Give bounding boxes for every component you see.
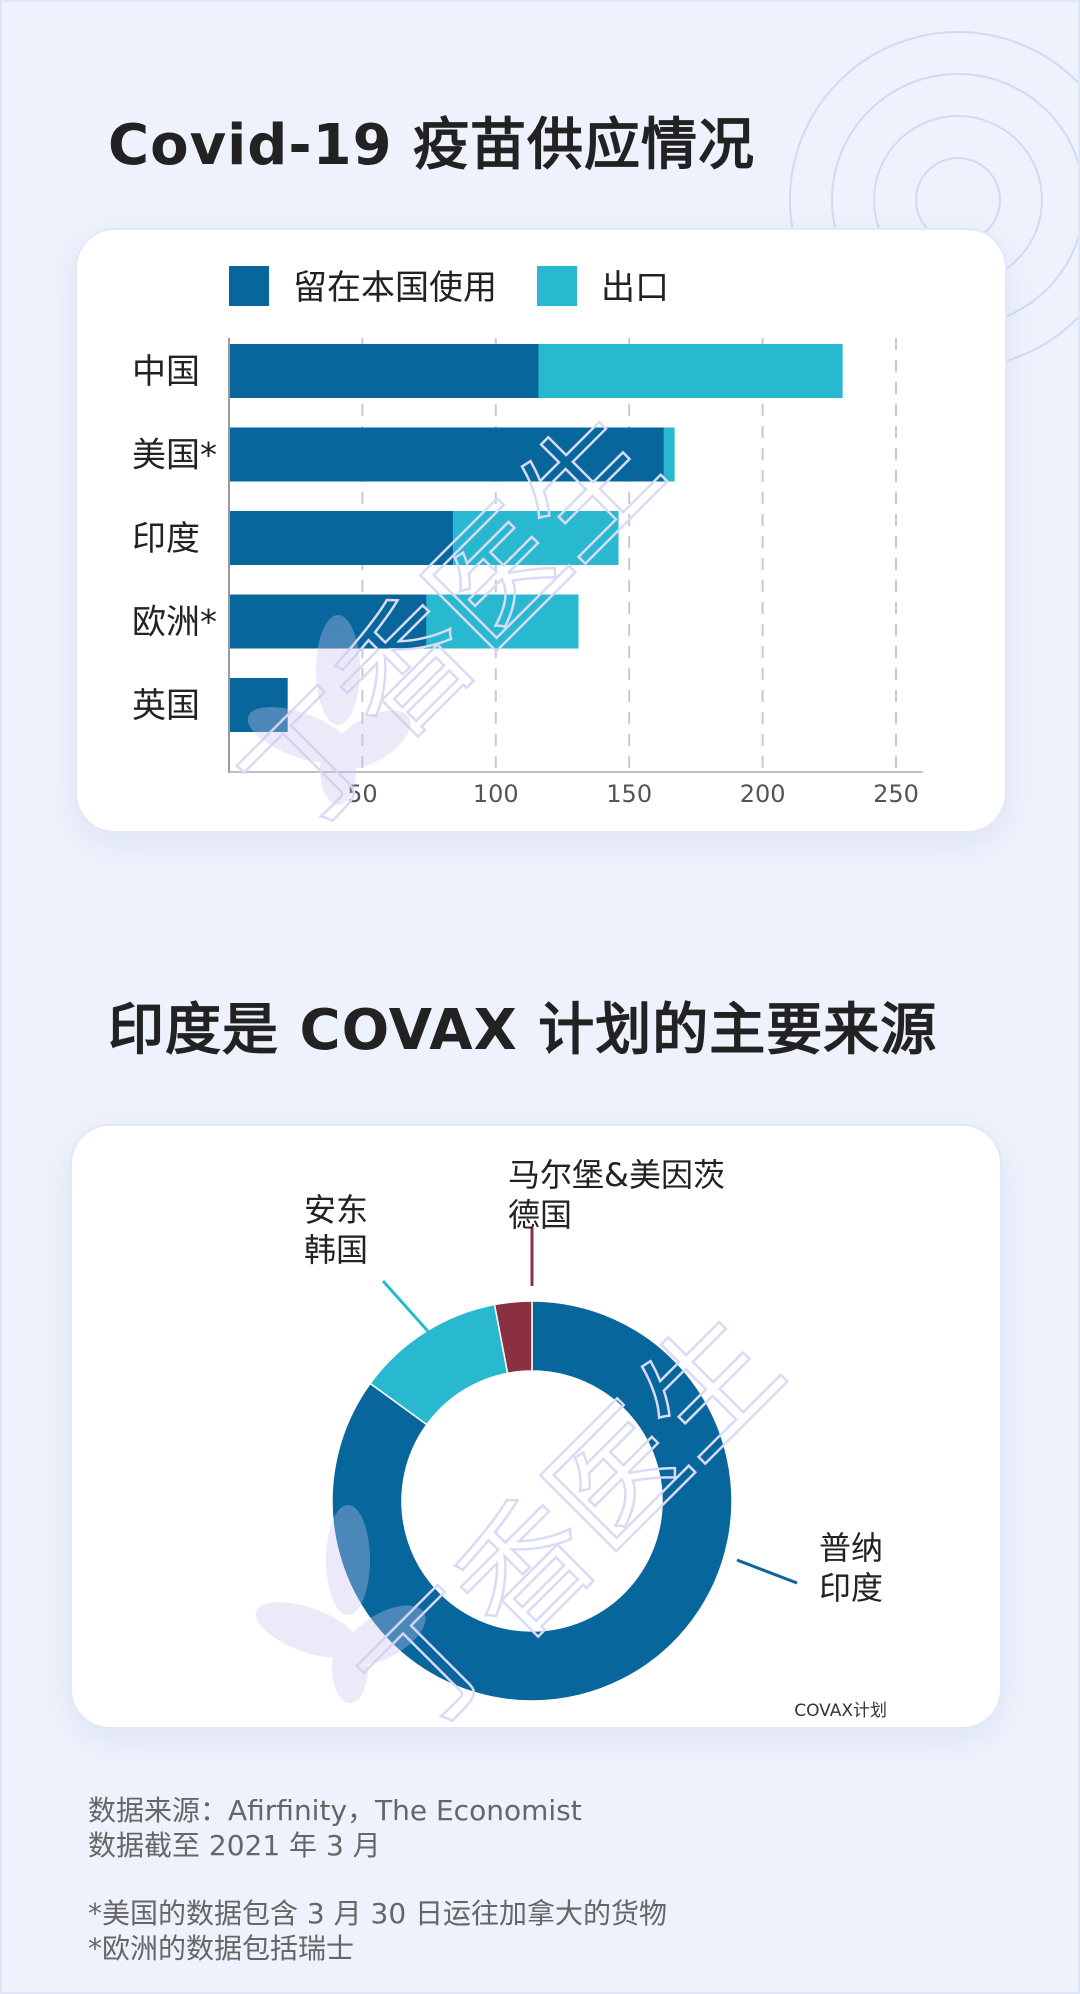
category-label: 欧洲*: [132, 603, 217, 643]
footer-source: 数据来源：Afirfinity，The Economist: [88, 1794, 582, 1827]
donut-slice: [331, 1300, 733, 1702]
legend-label-domestic: 留在本国使用: [293, 268, 497, 308]
bar-domestic: [229, 678, 288, 732]
footer-note-europe: *欧洲的数据包括瑞士: [88, 1932, 355, 1965]
bar-export: [538, 344, 843, 398]
x-tick-label: 200: [740, 780, 786, 808]
bar-domestic: [229, 511, 454, 565]
leader-line: [381, 1279, 436, 1340]
bar-domestic: [229, 427, 664, 482]
x-tick-label: 150: [606, 780, 652, 808]
x-tick-label: 100: [473, 780, 519, 808]
chart-grid: [361, 338, 897, 770]
donut-leader-lines: [381, 1228, 798, 1585]
donut-chart-title: 印度是 COVAX 计划的主要来源: [108, 998, 938, 1063]
bar-export: [663, 427, 675, 482]
legend-label-export: 出口: [601, 268, 669, 308]
slice-label: 马尔堡&美因茨: [508, 1156, 725, 1194]
category-label: 印度: [132, 519, 200, 559]
legend: 留在本国使用 出口: [229, 266, 669, 308]
x-tick-label: 250: [873, 780, 919, 808]
bar-export: [453, 511, 619, 565]
leader-line: [736, 1558, 798, 1585]
slice-label: 韩国: [304, 1231, 368, 1269]
legend-swatch-domestic: [229, 266, 269, 306]
footer-note-us: *美国的数据包含 3 月 30 日运往加拿大的货物: [88, 1897, 668, 1930]
category-label: 英国: [132, 686, 200, 726]
donut-source-label: COVAX计划: [794, 1701, 887, 1721]
bar-chart-card: 留在本国使用 出口 50 100 150 200 250 中国美国* 印度欧洲* 英国: [75, 228, 1007, 833]
donut-slice: [493, 1300, 533, 1375]
slice-label: 印度: [819, 1569, 883, 1607]
bar-export: [426, 594, 579, 649]
slice-label: 普纳: [819, 1529, 883, 1567]
donut-slices: [331, 1300, 733, 1702]
slice-label: 德国: [508, 1196, 572, 1234]
chart-bars: [229, 344, 843, 732]
slice-label: 安东: [304, 1191, 368, 1229]
category-label: 中国: [132, 352, 200, 392]
bar-domestic: [229, 594, 427, 649]
legend-swatch-export: [537, 266, 577, 306]
x-tick-label: 50: [347, 780, 378, 808]
donut-chart-card: 普纳 印度 安东 韩国 马尔堡&美因茨 德国 COVAX计划: [70, 1124, 1002, 1729]
page-title: Covid-19 疫苗供应情况: [108, 113, 756, 178]
bar-domestic: [229, 344, 539, 398]
footer-date: 数据截至 2021 年 3 月: [88, 1829, 381, 1862]
category-label: 美国*: [132, 436, 217, 476]
